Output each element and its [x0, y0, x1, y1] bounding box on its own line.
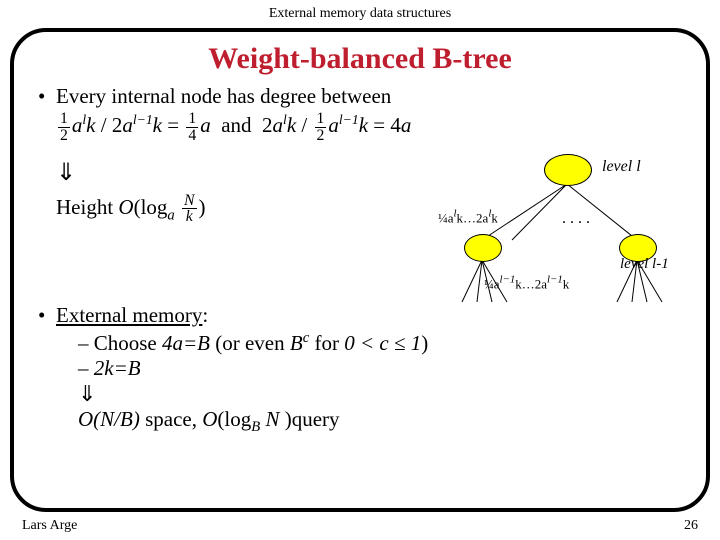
label-level-l-1: level l-1 [620, 256, 669, 273]
tree-node-root [544, 154, 592, 186]
label-dots: . . . . [562, 210, 590, 228]
header-text: External memory data structures [0, 0, 720, 22]
range-top: ¼alk…2alk [438, 208, 498, 226]
bullet-1: • Every internal node has degree between [38, 84, 682, 109]
footer-page-number: 26 [684, 518, 698, 534]
slide-title: Weight-balanced B-tree [38, 42, 682, 76]
bullet-dot: • [38, 303, 56, 328]
range-bottom: ¼al−1k…2al−1k [484, 274, 569, 292]
external-memory-block: • External memory: – Choose 4a=B (or eve… [38, 303, 682, 436]
tree-diagram: level l level l-1 . . . . ¼alk…2alk ¼al−… [422, 152, 682, 312]
label-level-l: level l [602, 158, 641, 176]
em-line-2: – 2k=B [78, 356, 682, 381]
degree-formula: 12alk / 2al−1k = 14a and 2alk / 12al−1k … [56, 111, 682, 144]
slide-frame: Weight-balanced B-tree • Every internal … [10, 28, 710, 512]
height-word: Height [56, 195, 113, 219]
bullet-dot: • [38, 84, 56, 109]
space-query-line: O(N/B) space, O(logB N )query [78, 407, 682, 436]
implies-arrow-2: ⇓ [78, 381, 682, 407]
tree-node-child [464, 234, 502, 262]
em-title: External memory: [56, 303, 208, 328]
bullet-1-text: Every internal node has degree between [56, 84, 391, 109]
em-line-1: – Choose 4a=B (or even Bc for 0 < c ≤ 1) [78, 330, 682, 356]
and-word: and [221, 113, 251, 137]
footer-author: Lars Arge [22, 518, 77, 534]
